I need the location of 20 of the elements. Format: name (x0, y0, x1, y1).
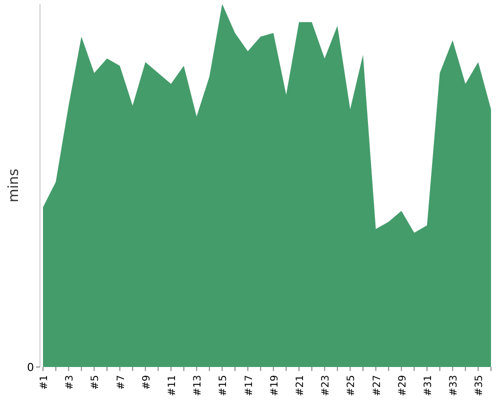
x-tick-label: #29 (397, 375, 408, 396)
x-tick-label: #33 (448, 375, 460, 396)
x-tick-label: #27 (372, 375, 383, 396)
x-tick-label: #9 (141, 375, 152, 390)
x-tick-label: #1 (39, 375, 50, 390)
x-tick-label: #7 (116, 375, 127, 390)
x-tick-label: #5 (90, 375, 102, 390)
x-tick-label: #15 (218, 375, 230, 396)
x-tick-label: #13 (192, 375, 204, 396)
x-tick-label: #23 (320, 375, 332, 396)
x-tick-label: #25 (346, 375, 358, 396)
x-tick-label: #35 (474, 375, 486, 396)
text: 0 (27, 361, 34, 374)
x-tick-label: #19 (269, 375, 280, 396)
y-axis-title: mins (6, 168, 22, 202)
x-tick-label: #11 (167, 375, 178, 396)
x-tick-label: #31 (423, 375, 434, 396)
x-tick-label: #17 (244, 375, 255, 396)
x-tick-label: #3 (64, 375, 76, 390)
x-tick-label: #21 (295, 375, 306, 396)
